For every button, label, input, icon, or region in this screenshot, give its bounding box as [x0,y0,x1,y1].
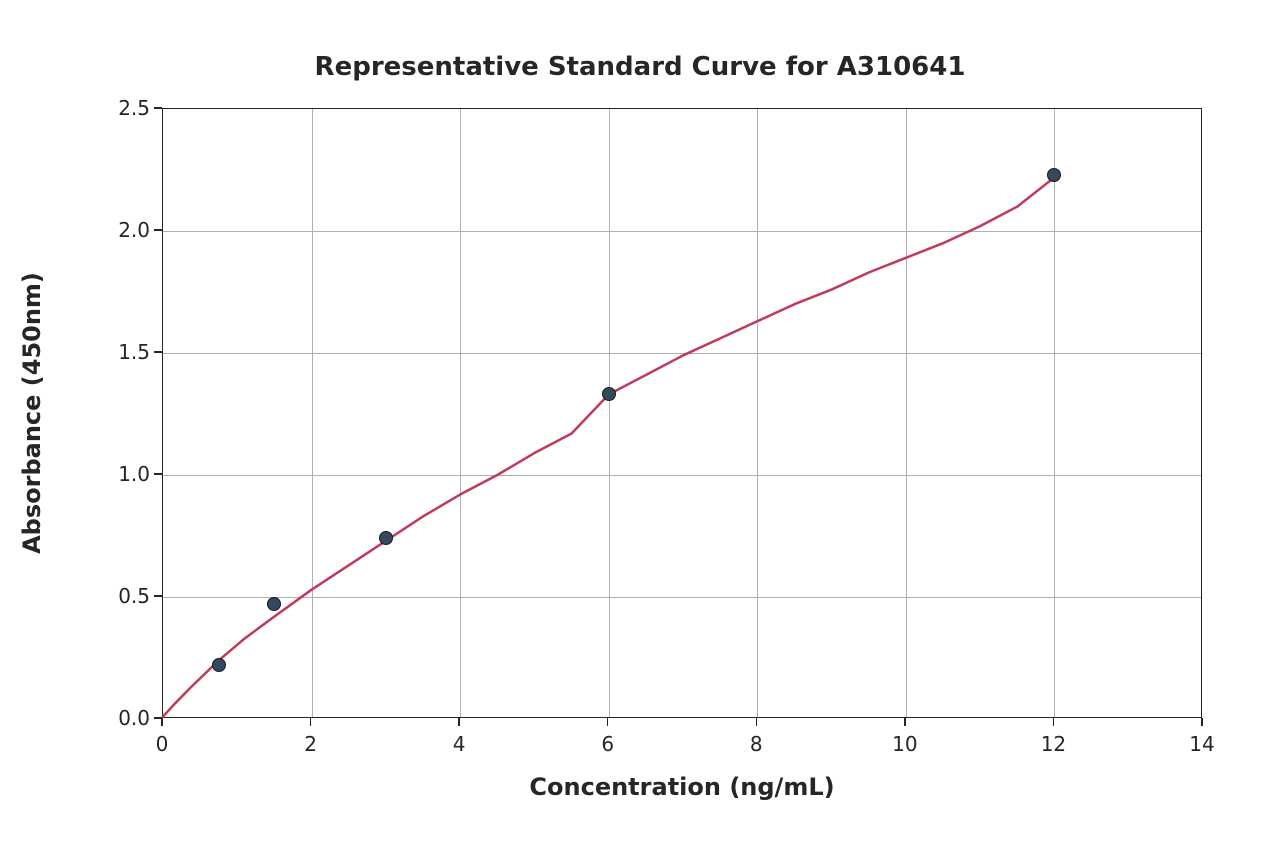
x-tick-mark [607,718,609,726]
standard-curve-line [163,177,1054,716]
y-tick-label: 0.5 [112,584,150,608]
x-tick-mark [756,718,758,726]
plot-area [162,108,1202,718]
x-tick-mark [1201,718,1203,726]
x-tick-label: 8 [750,732,763,756]
x-tick-label: 10 [892,732,917,756]
y-axis-label: Absorbance (450nm) [18,272,46,554]
x-tick-label: 14 [1189,732,1214,756]
x-tick-label: 2 [304,732,317,756]
x-tick-mark [310,718,312,726]
data-point [212,658,226,672]
y-tick-mark [154,473,162,475]
y-tick-label: 2.5 [112,96,150,120]
x-tick-mark [161,718,163,726]
standard-curve-chart: Representative Standard Curve for A31064… [0,0,1280,845]
chart-title: Representative Standard Curve for A31064… [0,52,1280,82]
x-tick-label: 6 [601,732,614,756]
x-tick-label: 12 [1041,732,1066,756]
y-tick-mark [154,107,162,109]
x-tick-label: 4 [453,732,466,756]
curve-svg [163,109,1201,717]
y-tick-label: 1.0 [112,462,150,486]
x-axis-label: Concentration (ng/mL) [529,773,834,801]
y-tick-mark [154,595,162,597]
y-tick-mark [154,717,162,719]
x-tick-mark [904,718,906,726]
x-tick-label: 0 [156,732,169,756]
x-tick-mark [458,718,460,726]
y-tick-label: 2.0 [112,218,150,242]
data-point [1047,168,1061,182]
data-point [379,531,393,545]
y-tick-mark [154,229,162,231]
y-tick-mark [154,351,162,353]
data-point [602,387,616,401]
y-tick-label: 0.0 [112,706,150,730]
y-tick-label: 1.5 [112,340,150,364]
x-tick-mark [1053,718,1055,726]
data-point [267,597,281,611]
